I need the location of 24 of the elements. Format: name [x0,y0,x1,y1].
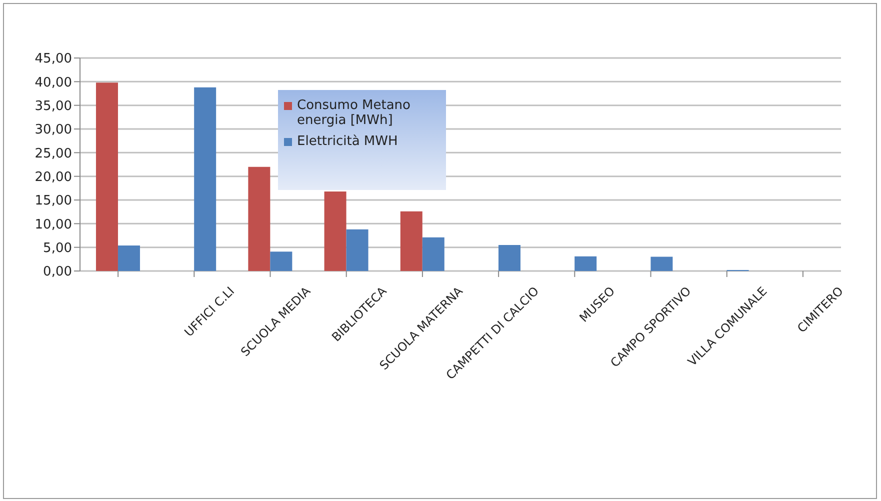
bar [574,256,597,271]
bar [248,166,270,271]
bar [400,211,422,271]
y-tick-label: 45,00 [34,52,72,67]
legend-label: Elettricità MWH [297,134,398,149]
y-tick-label: 10,00 [34,217,72,232]
legend-label: Consumo Metano energia [MWh] [297,98,412,128]
bar [118,245,140,271]
y-tick-label: 25,00 [34,146,72,162]
y-tick-label: 40,00 [34,75,72,90]
bar [498,244,520,271]
bar [194,87,216,271]
bar [650,256,673,271]
bar [96,82,118,271]
y-tick-label: 0,00 [43,264,72,280]
bar [346,229,368,271]
bar [422,237,444,271]
bar [324,191,346,271]
y-tick-label: 35,00 [34,98,72,114]
y-tick-label: 5,00 [43,240,72,256]
y-tick-label: 15,00 [34,194,72,209]
y-tick-label: 20,00 [34,170,72,185]
bar [270,252,292,271]
y-tick-label: 30,00 [34,122,72,138]
